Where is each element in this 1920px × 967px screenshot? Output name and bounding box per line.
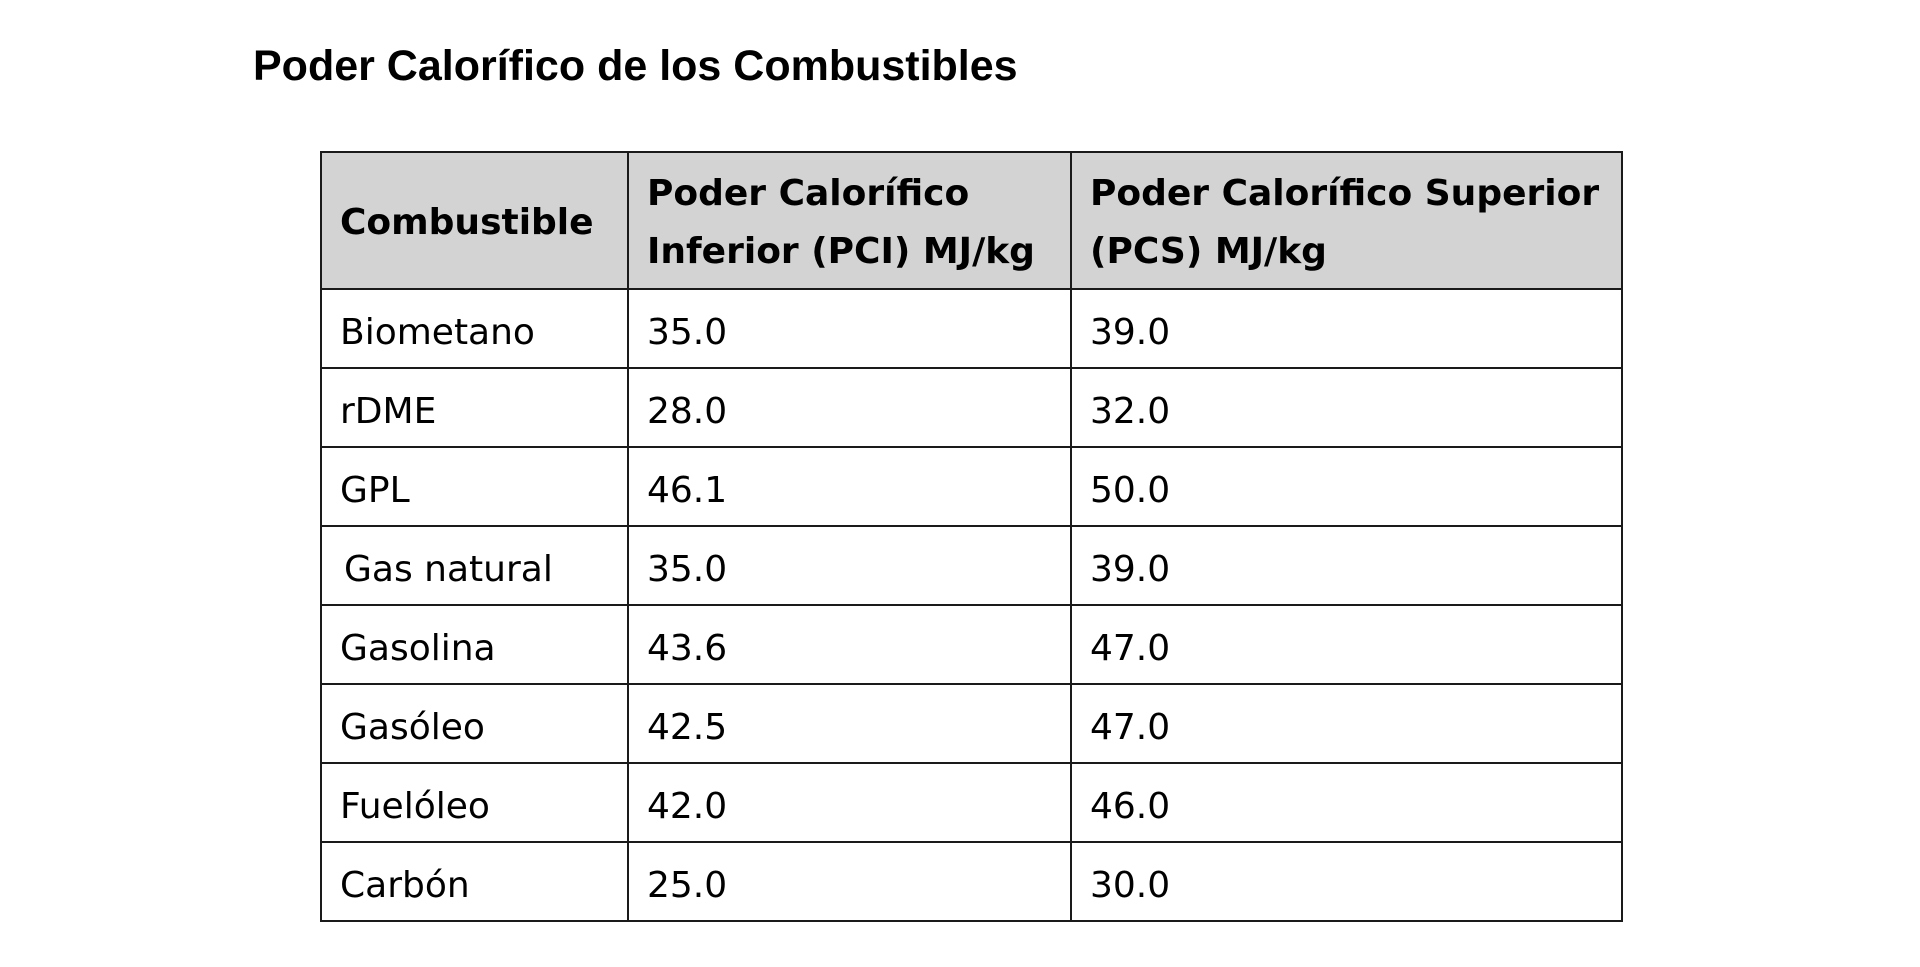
header-combustible: Combustible — [320, 151, 629, 290]
cell-fuel-name: Gasolina — [320, 604, 629, 685]
table-body: Biometano 35.0 39.0 rDME 28.0 32.0 GPL 4… — [320, 288, 1623, 922]
cell-pci-value: 35.0 — [627, 288, 1072, 369]
table-header-row: Combustible Poder Calorífico Inferior (P… — [320, 151, 1623, 290]
cell-pcs-value: 46.0 — [1070, 762, 1623, 843]
table-row: Fuelóleo 42.0 46.0 — [320, 762, 1623, 843]
cell-pci-value: 42.5 — [627, 683, 1072, 764]
cell-pci-value: 35.0 — [627, 525, 1072, 606]
page-title: Poder Calorífico de los Combustibles — [253, 42, 1018, 90]
cell-pcs-value: 39.0 — [1070, 288, 1623, 369]
cell-pcs-value: 50.0 — [1070, 446, 1623, 527]
table-row: Gas natural 35.0 39.0 — [320, 525, 1623, 606]
cell-fuel-name: GPL — [320, 446, 629, 527]
cell-pcs-value: 47.0 — [1070, 683, 1623, 764]
cell-pci-value: 42.0 — [627, 762, 1072, 843]
header-pcs: Poder Calorífico Superior (PCS) MJ/kg — [1070, 151, 1623, 290]
cell-fuel-name: Gasóleo — [320, 683, 629, 764]
table-row: Biometano 35.0 39.0 — [320, 288, 1623, 369]
cell-pcs-value: 30.0 — [1070, 841, 1623, 922]
cell-fuel-name: Fuelóleo — [320, 762, 629, 843]
cell-fuel-name: rDME — [320, 367, 629, 448]
table-row: Gasolina 43.6 47.0 — [320, 604, 1623, 685]
cell-fuel-name: Carbón — [320, 841, 629, 922]
cell-fuel-name: Gas natural — [320, 525, 629, 606]
table-row: rDME 28.0 32.0 — [320, 367, 1623, 448]
table-row: GPL 46.1 50.0 — [320, 446, 1623, 527]
cell-pcs-value: 47.0 — [1070, 604, 1623, 685]
cell-pcs-value: 32.0 — [1070, 367, 1623, 448]
cell-pci-value: 46.1 — [627, 446, 1072, 527]
table-row: Gasóleo 42.5 47.0 — [320, 683, 1623, 764]
cell-fuel-name: Biometano — [320, 288, 629, 369]
cell-pci-value: 43.6 — [627, 604, 1072, 685]
fuel-heating-value-table: Combustible Poder Calorífico Inferior (P… — [320, 151, 1623, 922]
table-header: Combustible Poder Calorífico Inferior (P… — [320, 151, 1623, 290]
cell-pcs-value: 39.0 — [1070, 525, 1623, 606]
header-pci: Poder Calorífico Inferior (PCI) MJ/kg — [627, 151, 1072, 290]
cell-pci-value: 25.0 — [627, 841, 1072, 922]
table-row: Carbón 25.0 30.0 — [320, 841, 1623, 922]
cell-pci-value: 28.0 — [627, 367, 1072, 448]
